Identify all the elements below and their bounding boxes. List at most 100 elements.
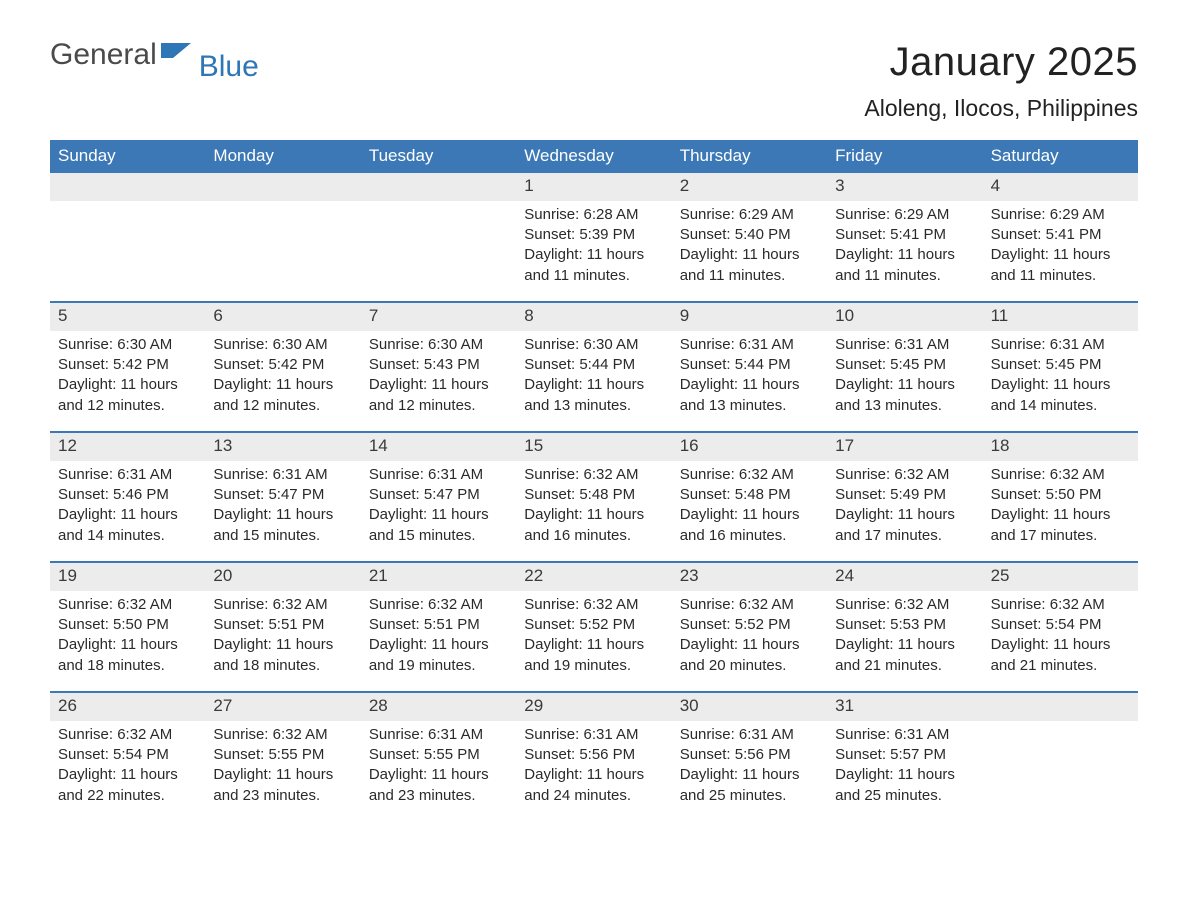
day-9: 9Sunrise: 6:31 AMSunset: 5:44 PMDaylight…: [672, 303, 827, 431]
day-number: 4: [983, 173, 1138, 201]
day-number: [983, 693, 1138, 721]
month-title: January 2025: [864, 40, 1138, 85]
day-3: 3Sunrise: 6:29 AMSunset: 5:41 PMDaylight…: [827, 173, 982, 301]
location-text: Aloleng, Ilocos, Philippines: [864, 95, 1138, 122]
daylight-line: Daylight: 11 hours and 20 minutes.: [680, 635, 819, 676]
day-7: 7Sunrise: 6:30 AMSunset: 5:43 PMDaylight…: [361, 303, 516, 431]
day-number: [50, 173, 205, 201]
daylight-line: Daylight: 11 hours and 13 minutes.: [835, 375, 974, 416]
week-row: 12Sunrise: 6:31 AMSunset: 5:46 PMDayligh…: [50, 431, 1138, 561]
sunset-line: Sunset: 5:47 PM: [213, 485, 352, 505]
day-details: Sunrise: 6:28 AMSunset: 5:39 PMDaylight:…: [524, 205, 663, 286]
day-details: Sunrise: 6:32 AMSunset: 5:51 PMDaylight:…: [213, 595, 352, 676]
sunrise-line: Sunrise: 6:31 AM: [369, 465, 508, 485]
day-number: [361, 173, 516, 201]
day-details: Sunrise: 6:29 AMSunset: 5:41 PMDaylight:…: [991, 205, 1130, 286]
day-number: 10: [827, 303, 982, 331]
sunset-line: Sunset: 5:45 PM: [991, 355, 1130, 375]
sunset-line: Sunset: 5:54 PM: [58, 745, 197, 765]
day-details: Sunrise: 6:30 AMSunset: 5:42 PMDaylight:…: [213, 335, 352, 416]
day-4: 4 Sunrise: 6:29 AMSunset: 5:41 PMDaylight…: [983, 173, 1138, 301]
day-number: 2: [672, 173, 827, 201]
sunrise-line: Sunrise: 6:29 AM: [680, 205, 819, 225]
day-11: 11Sunrise: 6:31 AMSunset: 5:45 PMDayligh…: [983, 303, 1138, 431]
day-number: 16: [672, 433, 827, 461]
day-details: Sunrise: 6:29 AMSunset: 5:41 PMDaylight:…: [835, 205, 974, 286]
day-18: 18Sunrise: 6:32 AMSunset: 5:50 PMDayligh…: [983, 433, 1138, 561]
day-number: 21: [361, 563, 516, 591]
day-details: Sunrise: 6:32 AMSunset: 5:53 PMDaylight:…: [835, 595, 974, 676]
week-row: 19 Sunrise: 6:32 AM Sunset: 5:50 PM Dayligh…: [50, 561, 1138, 691]
week-row: 26 Sunrise: 6:32 AM Sunset: 5:54 PM Dayligh…: [50, 691, 1138, 821]
day-details: Sunrise: 6:30 AMSunset: 5:44 PMDaylight:…: [524, 335, 663, 416]
sunrise-line: Sunrise: 6:32 AM: [369, 595, 508, 615]
day-details: Sunrise: 6:31 AMSunset: 5:46 PMDaylight:…: [58, 465, 197, 546]
day-details: Sunrise: 6:31 AMSunset: 5:45 PMDaylight:…: [835, 335, 974, 416]
sunrise-line: Sunrise: 6:29 AM: [991, 205, 1130, 225]
day-15: 15Sunrise: 6:32 AMSunset: 5:48 PMDayligh…: [516, 433, 671, 561]
sunrise-line: Sunrise: 6:32 AM: [991, 465, 1130, 485]
day-29: 29Sunrise: 6:31 AMSunset: 5:56 PMDayligh…: [516, 693, 671, 821]
dow-wednesday: Wednesday: [516, 140, 671, 173]
day-details: Sunrise: 6:31 AMSunset: 5:45 PMDaylight:…: [991, 335, 1130, 416]
day-details: Sunrise: 6:32 AMSunset: 5:51 PMDaylight:…: [369, 595, 508, 676]
daylight-line: Daylight: 11 hours and 19 minutes.: [524, 635, 663, 676]
day-number: 19: [50, 563, 205, 591]
day-number: 25: [983, 563, 1138, 591]
day-10: 10 Sunrise: 6:31 AMSunset: 5:45 PMDayligh…: [827, 303, 982, 431]
daylight-line: Daylight: 11 hours and 14 minutes.: [58, 505, 197, 546]
day-25: 25Sunrise: 6:32 AMSunset: 5:54 PMDayligh…: [983, 563, 1138, 691]
sunset-line: Sunset: 5:41 PM: [835, 225, 974, 245]
sunrise-line: Sunrise: 6:31 AM: [991, 335, 1130, 355]
sunrise-line: Sunrise: 6:32 AM: [524, 465, 663, 485]
day-30: 30Sunrise: 6:31 AMSunset: 5:56 PMDayligh…: [672, 693, 827, 821]
sunrise-line: Sunrise: 6:30 AM: [58, 335, 197, 355]
daylight-line: Daylight: 11 hours and 17 minutes.: [991, 505, 1130, 546]
week-row: 1Sunrise: 6:28 AMSunset: 5:39 PMDaylight…: [50, 173, 1138, 301]
day-details: Sunrise: 6:31 AMSunset: 5:55 PMDaylight:…: [369, 725, 508, 806]
day-19: 19Sunrise: 6:32 AMSunset: 5:50 PMDayligh…: [50, 563, 205, 691]
daylight-line: Daylight: 11 hours and 11 minutes.: [524, 245, 663, 286]
day-16: 16Sunrise: 6:32 AMSunset: 5:48 PMDayligh…: [672, 433, 827, 561]
day-details: Sunrise: 6:30 AMSunset: 5:43 PMDaylight:…: [369, 335, 508, 416]
day-22: 22Sunrise: 6:32 AMSunset: 5:52 PMDayligh…: [516, 563, 671, 691]
calendar: SundayMondayTuesdayWednesdayThursdayFrid…: [50, 140, 1138, 821]
sunset-line: Sunset: 5:51 PM: [369, 615, 508, 635]
sunrise-line: Sunrise: 6:32 AM: [524, 595, 663, 615]
day-number: [205, 173, 360, 201]
sunset-line: Sunset: 5:54 PM: [991, 615, 1130, 635]
day-details: Sunrise: 6:31 AMSunset: 5:44 PMDaylight:…: [680, 335, 819, 416]
day-number: 6: [205, 303, 360, 331]
day-number: 29: [516, 693, 671, 721]
day-number: 12: [50, 433, 205, 461]
daylight-line: Daylight: 11 hours and 11 minutes.: [680, 245, 819, 286]
sunset-line: Sunset: 5:57 PM: [835, 745, 974, 765]
sunrise-line: Sunrise: 6:32 AM: [680, 595, 819, 615]
daylight-line: Daylight: 11 hours and 11 minutes.: [991, 245, 1130, 286]
day-details: Sunrise: 6:31 AMSunset: 5:56 PMDaylight:…: [680, 725, 819, 806]
day-details: Sunrise: 6:32 AMSunset: 5:49 PMDaylight:…: [835, 465, 974, 546]
daylight-line: Daylight: 11 hours and 12 minutes.: [213, 375, 352, 416]
day-details: Sunrise: 6:29 AMSunset: 5:40 PMDaylight:…: [680, 205, 819, 286]
sunrise-line: Sunrise: 6:32 AM: [835, 595, 974, 615]
sunset-line: Sunset: 5:46 PM: [58, 485, 197, 505]
dow-monday: Monday: [205, 140, 360, 173]
sunset-line: Sunset: 5:44 PM: [524, 355, 663, 375]
sunset-line: Sunset: 5:50 PM: [58, 615, 197, 635]
day-details: Sunrise: 6:32 AMSunset: 5:55 PMDaylight:…: [213, 725, 352, 806]
daylight-line: Daylight: 11 hours and 16 minutes.: [524, 505, 663, 546]
sunrise-line: Sunrise: 6:30 AM: [213, 335, 352, 355]
sunset-line: Sunset: 5:48 PM: [680, 485, 819, 505]
sunrise-line: Sunrise: 6:32 AM: [213, 725, 352, 745]
daylight-line: Daylight: 11 hours and 24 minutes.: [524, 765, 663, 806]
day-of-week-row: SundayMondayTuesdayWednesdayThursdayFrid…: [50, 140, 1138, 173]
dow-tuesday: Tuesday: [361, 140, 516, 173]
day-number: 26: [50, 693, 205, 721]
sunset-line: Sunset: 5:56 PM: [680, 745, 819, 765]
empty-day: [50, 173, 205, 301]
sunset-line: Sunset: 5:43 PM: [369, 355, 508, 375]
header: General Blue January 2025 Aloleng, Iloco…: [50, 40, 1138, 122]
sunrise-line: Sunrise: 6:32 AM: [213, 595, 352, 615]
sunset-line: Sunset: 5:42 PM: [58, 355, 197, 375]
daylight-line: Daylight: 11 hours and 18 minutes.: [213, 635, 352, 676]
